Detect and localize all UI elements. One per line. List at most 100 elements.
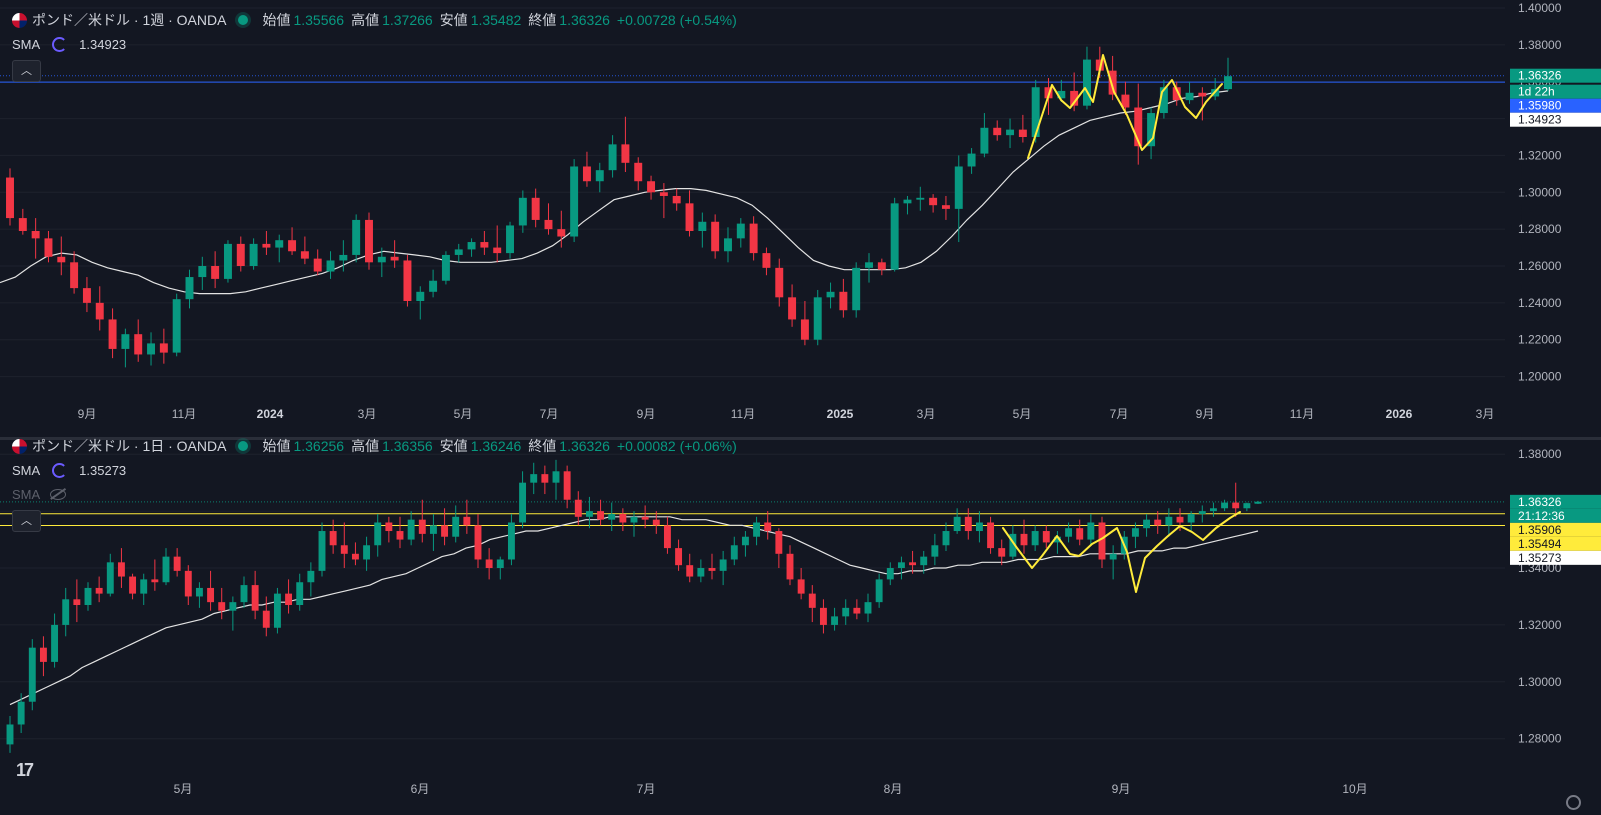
chevron-up-icon[interactable]: ︿ [12, 510, 41, 532]
candle-body-down [708, 568, 716, 571]
x-tick-label: 6月 [411, 782, 430, 796]
price-tag-label: 1d 22h [1518, 85, 1555, 99]
candle-body-down [819, 607, 827, 625]
weekly-chart-pane[interactable]: 1.400001.380001.360001.340001.320001.300… [0, 0, 1601, 437]
x-tick-label: 5月 [174, 782, 193, 796]
candle-body-down [531, 197, 540, 220]
candle-body-down [396, 531, 404, 540]
candle-body-down [563, 471, 571, 500]
candle-body-down [44, 238, 53, 257]
candle-body-up [377, 256, 386, 263]
weekly-high-label: 高値 [351, 12, 380, 28]
candle-body-up [1109, 553, 1117, 560]
zigzag-annotation [1027, 54, 1223, 159]
x-tick-label: 7月 [540, 407, 559, 421]
candle-body-down [390, 256, 399, 261]
candle-body-down [663, 525, 671, 549]
daily-chart-svg[interactable]: 1.380001.360001.340001.320001.300001.280… [0, 440, 1601, 815]
candle-body-down [385, 522, 393, 532]
daily-low-label: 安値 [439, 438, 468, 454]
tradingview-logo-icon[interactable]: 17 [16, 760, 34, 780]
y-tick-label: 1.26000 [1518, 259, 1562, 273]
weekly-chart-svg[interactable]: 1.400001.380001.360001.340001.320001.300… [0, 0, 1601, 437]
x-tick-label: 9月 [1196, 407, 1215, 421]
daily-sma-value: 1.35273 [79, 463, 127, 478]
candle-body-up [507, 522, 515, 560]
candle-body-down [672, 195, 681, 204]
refresh-icon[interactable] [52, 37, 68, 52]
daily-chart-pane[interactable]: 1.380001.360001.340001.320001.300001.280… [0, 438, 1601, 815]
candle-body-up [1006, 129, 1015, 136]
daily-symbol-title[interactable]: ポンド／米ドル · 1日 · OANDA [32, 438, 227, 454]
candle-body-up [608, 513, 616, 520]
candle-body-down [18, 218, 27, 231]
candle-body-down [57, 256, 66, 263]
candle-body-down [418, 519, 426, 534]
candle-body-up [813, 297, 822, 340]
eye-hidden-icon[interactable] [50, 489, 67, 500]
y-tick-label: 1.32000 [1518, 148, 1562, 162]
candle-body-down [117, 562, 125, 577]
candle-body-up [1147, 113, 1156, 147]
price-tag [1510, 508, 1601, 523]
candle-body-down [941, 205, 950, 209]
x-tick-label: 7月 [1110, 407, 1129, 421]
candle-body-down [70, 262, 79, 289]
candle-body-up [28, 647, 36, 702]
gear-icon[interactable] [1566, 795, 1581, 810]
x-tick-label: 2024 [257, 407, 284, 421]
candle-body-up [1224, 76, 1232, 90]
candle-body-down [909, 562, 917, 566]
candle-body-up [195, 587, 203, 597]
candle-body-down [288, 240, 297, 252]
candle-body-up [62, 599, 70, 625]
candle-body-down [597, 511, 605, 520]
daily-sma2-legend[interactable]: SMA [12, 487, 67, 502]
candle-body-down [351, 553, 359, 560]
weekly-sma-legend[interactable]: SMA 1.34923 [12, 37, 126, 52]
price-tag [1510, 112, 1601, 127]
weekly-high-value: 1.37266 [382, 12, 433, 28]
price-tag-label: 1.35980 [1518, 99, 1562, 113]
candle-body-up [942, 531, 950, 546]
candle-body-down [685, 203, 694, 231]
x-tick-label: 3月 [1476, 407, 1495, 421]
candle-body-up [595, 170, 604, 182]
weekly-symbol-title[interactable]: ポンド／米ドル · 1週 · OANDA [32, 12, 227, 28]
candle-body-down [474, 525, 482, 560]
candle-body-up [1087, 522, 1095, 540]
chevron-up-icon[interactable]: ︿ [12, 60, 41, 82]
candle-body-up [17, 701, 25, 725]
x-tick-label: 2026 [1386, 407, 1413, 421]
daily-change-value: +0.00082 (+0.06%) [616, 438, 737, 454]
weekly-sma-label: SMA [12, 37, 41, 52]
candle-body-up [886, 568, 894, 580]
candle-body-down [808, 593, 816, 608]
daily-sma-legend[interactable]: SMA 1.35273 [12, 463, 126, 478]
refresh-icon[interactable] [52, 463, 68, 478]
candle-body-up [140, 579, 148, 594]
candle-body-down [1095, 59, 1104, 71]
candle-body-down [775, 531, 783, 554]
candle-body-down [641, 516, 649, 520]
x-tick-label: 9月 [637, 407, 656, 421]
candle-body-up [1243, 503, 1251, 509]
candle-body-up [552, 471, 560, 483]
candle-body-up [920, 556, 928, 566]
price-tag-label: 1.35273 [1518, 551, 1562, 565]
candle-body-down [39, 647, 47, 662]
daily-sma2-label: SMA [12, 487, 41, 502]
pane-divider[interactable] [0, 437, 1601, 440]
candle-body-up [1031, 531, 1039, 546]
candle-body-up [452, 516, 460, 537]
candle-body-up [416, 291, 425, 302]
candle-body-up [1198, 511, 1206, 514]
x-tick-label: 3月 [917, 407, 936, 421]
candle-body-down [877, 262, 886, 270]
candle-body-down [211, 266, 220, 279]
candle-body-up [975, 522, 983, 532]
daily-close-value: 1.36326 [559, 438, 610, 454]
candle-body-down [1121, 94, 1130, 108]
candle-body-down [236, 243, 245, 266]
candle-body-down [1020, 533, 1028, 546]
